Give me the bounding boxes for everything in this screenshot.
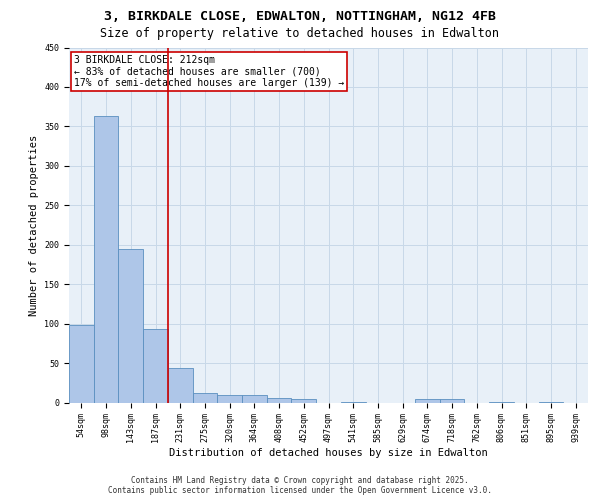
Text: 3, BIRKDALE CLOSE, EDWALTON, NOTTINGHAM, NG12 4FB: 3, BIRKDALE CLOSE, EDWALTON, NOTTINGHAM,… <box>104 10 496 23</box>
Y-axis label: Number of detached properties: Number of detached properties <box>29 134 39 316</box>
Bar <box>242 396 267 402</box>
Bar <box>193 393 217 402</box>
Text: 3 BIRKDALE CLOSE: 212sqm
← 83% of detached houses are smaller (700)
17% of semi-: 3 BIRKDALE CLOSE: 212sqm ← 83% of detach… <box>74 54 344 88</box>
Bar <box>168 368 193 402</box>
Bar <box>94 116 118 403</box>
Bar <box>292 398 316 402</box>
Bar <box>415 400 440 402</box>
Bar <box>440 398 464 402</box>
Text: Size of property relative to detached houses in Edwalton: Size of property relative to detached ho… <box>101 28 499 40</box>
Text: Contains HM Land Registry data © Crown copyright and database right 2025.
Contai: Contains HM Land Registry data © Crown c… <box>108 476 492 495</box>
X-axis label: Distribution of detached houses by size in Edwalton: Distribution of detached houses by size … <box>169 448 488 458</box>
Bar <box>118 248 143 402</box>
Bar <box>69 325 94 402</box>
Bar <box>143 329 168 402</box>
Bar <box>267 398 292 402</box>
Bar <box>217 396 242 402</box>
